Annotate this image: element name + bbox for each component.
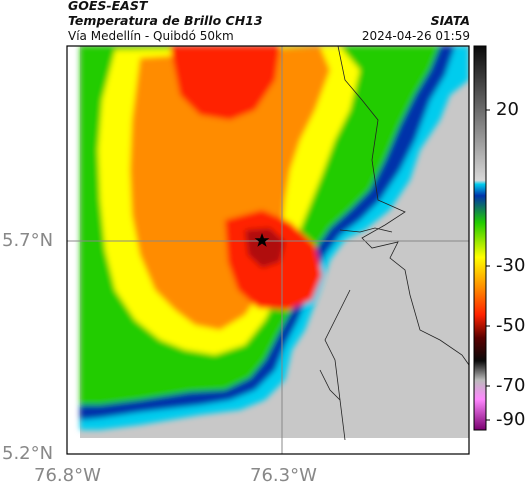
map-frame — [66, 45, 470, 455]
lat-tick: 5.7°N — [2, 230, 54, 251]
route-subtitle: Vía Medellín - Quibdó 50km — [68, 29, 234, 43]
lon-tick: 76.8°W — [34, 465, 101, 486]
lon-tick: 76.3°W — [250, 465, 317, 486]
datetime-label: 2024-04-26 01:59 — [361, 29, 470, 43]
colorbar-tick-label: -70 — [496, 375, 526, 396]
star-icon — [254, 233, 270, 247]
colorbar-tick-label: -30 — [496, 255, 526, 276]
lat-tick: 5.2°N — [2, 443, 54, 464]
gridlines — [67, 46, 469, 454]
agency-label: SIATA — [430, 13, 470, 28]
colorbar-ticks — [486, 109, 490, 421]
colorbar-tick-label: -90 — [496, 409, 526, 430]
product-title: Temperatura de Brillo CH13 — [68, 13, 263, 28]
satellite-title: GOES-EAST — [68, 0, 148, 13]
cloud-layer — [80, 46, 469, 430]
colorbar — [473, 45, 487, 431]
colorbar-tick-label: 20 — [496, 99, 519, 120]
colorbar-tick-label: -50 — [496, 315, 526, 336]
coastline — [319, 46, 469, 441]
